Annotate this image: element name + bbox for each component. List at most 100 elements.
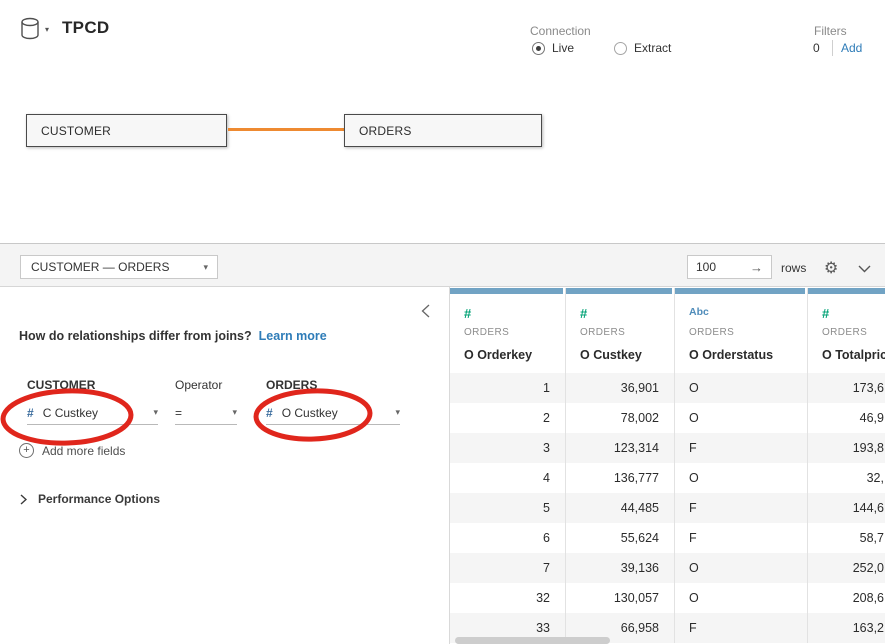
table-row: 32 130,057 O 208,6: [450, 583, 885, 613]
table-cell: 33: [450, 613, 566, 643]
column-header[interactable]: # ORDERS O Totalprice: [808, 288, 885, 373]
rows-label: rows: [781, 261, 807, 275]
performance-options-toggle[interactable]: Performance Options: [20, 492, 160, 506]
table-cell: F: [675, 493, 808, 523]
horizontal-scrollbar-thumb[interactable]: [455, 637, 610, 644]
column-source-table: ORDERS: [822, 327, 868, 338]
canvas-table-customer[interactable]: CUSTOMER: [26, 114, 227, 147]
left-table-column-label: CUSTOMER: [27, 378, 96, 392]
divider: [832, 40, 833, 56]
right-field-dropdown[interactable]: # O Custkey ▾: [266, 401, 400, 425]
column-header-bar: [450, 288, 563, 294]
table-cell: 32,: [866, 471, 884, 485]
table-cell: 136,777: [566, 463, 675, 493]
relationship-noodle[interactable]: [228, 128, 344, 131]
connection-live-radio[interactable]: Live: [532, 41, 574, 55]
table-cell: O: [675, 403, 808, 433]
table-cell: 44,485: [566, 493, 675, 523]
table-row: 6 55,624 F 58,7: [450, 523, 885, 553]
column-field-name: O Orderstatus: [689, 348, 774, 362]
operator-value: =: [175, 405, 183, 420]
table-cell: 252,0: [852, 561, 884, 575]
table-cell: 3: [450, 433, 566, 463]
table-cell: 4: [450, 463, 566, 493]
connection-live-label: Live: [552, 41, 575, 55]
table-cell: 2: [450, 403, 566, 433]
table-cell: 208,6: [852, 591, 884, 605]
table-cell: O: [675, 553, 808, 583]
number-type-icon: #: [822, 306, 830, 321]
table-cell: F: [675, 523, 808, 553]
table-cell: O: [675, 463, 808, 493]
column-header[interactable]: Abc ORDERS O Orderstatus: [675, 288, 808, 373]
left-field-name: C Custkey: [42, 405, 99, 420]
table-cell: 36,901: [566, 373, 675, 403]
table-cell: 5: [450, 493, 566, 523]
plus-circle-icon: +: [19, 443, 34, 458]
operator-column-label: Operator: [175, 378, 223, 392]
relationship-selector-dropdown[interactable]: CUSTOMER — ORDERS ▾: [20, 255, 218, 279]
table-cell: 46,9: [859, 411, 884, 425]
column-header[interactable]: # ORDERS O Custkey: [566, 288, 675, 373]
number-type-icon: #: [464, 306, 472, 321]
column-header-bar: [566, 288, 672, 294]
number-type-icon: #: [27, 405, 34, 420]
operator-dropdown[interactable]: = ▾: [175, 401, 237, 425]
caret-down-icon: ▾: [395, 407, 400, 417]
table-cell: F: [675, 613, 808, 643]
number-type-icon: #: [266, 405, 273, 420]
caret-down-icon: ▾: [203, 261, 208, 272]
rows-count-input[interactable]: [696, 260, 742, 274]
learn-more-link[interactable]: Learn more: [258, 329, 327, 343]
collapse-preview-button[interactable]: [858, 262, 871, 276]
table-cell: 193,8: [852, 441, 884, 455]
grid-body: 1 36,901 O 173,6 2 78,002 O 46,9 3 123,314 F 193,8 4…: [450, 373, 885, 643]
connection-section-label: Connection: [530, 24, 591, 38]
data-preview-grid: # ORDERS O Orderkey # ORDERS O Custkey Abc ORDE…: [450, 288, 885, 644]
chevron-left-icon: [421, 304, 430, 318]
caret-down-icon: ▾: [153, 407, 158, 417]
radio-unchecked-icon: [614, 41, 627, 55]
datasource-menu-button[interactable]: ▾: [20, 17, 49, 41]
arrow-right-icon[interactable]: →: [750, 259, 763, 275]
add-more-fields-label: Add more fields: [42, 443, 126, 458]
filters-add-link[interactable]: Add: [841, 41, 863, 55]
datasource-title[interactable]: TPCD: [62, 18, 110, 37]
column-field-name: O Totalprice: [822, 348, 885, 362]
gear-icon[interactable]: ⚙: [824, 260, 839, 277]
performance-options-label: Performance Options: [38, 492, 161, 506]
table-node-label: CUSTOMER: [41, 123, 112, 138]
column-source-table: ORDERS: [580, 327, 626, 338]
connection-extract-radio[interactable]: Extract: [614, 41, 671, 55]
table-cell: 144,6: [852, 501, 884, 515]
table-cell: O: [675, 583, 808, 613]
chevron-right-icon: [20, 493, 27, 505]
canvas-table-orders[interactable]: ORDERS: [344, 114, 542, 147]
table-cell: O: [675, 373, 808, 403]
column-source-table: ORDERS: [689, 327, 735, 338]
table-cell: 1: [450, 373, 566, 403]
column-header[interactable]: # ORDERS O Orderkey: [450, 288, 566, 373]
rows-count-box[interactable]: →: [687, 255, 772, 279]
table-row: 4 136,777 O 32,: [450, 463, 885, 493]
left-field-dropdown[interactable]: # C Custkey ▾: [27, 401, 158, 425]
table-row: 3 123,314 F 193,8: [450, 433, 885, 463]
relationship-editor-pane: How do relationships differ from joins? …: [0, 287, 450, 644]
relationship-selector-label: CUSTOMER — ORDERS: [31, 260, 170, 274]
string-type-icon: Abc: [689, 306, 709, 318]
column-header-bar: [675, 288, 805, 294]
table-cell: 7: [450, 553, 566, 583]
table-cell: 55,624: [566, 523, 675, 553]
table-cell: 6: [450, 523, 566, 553]
connection-extract-label: Extract: [634, 41, 672, 55]
caret-down-icon: ▾: [45, 25, 50, 34]
chevron-down-icon: [858, 265, 871, 273]
right-field-name: O Custkey: [281, 405, 338, 420]
add-more-fields-button[interactable]: + Add more fields: [19, 443, 125, 458]
table-cell: 123,314: [566, 433, 675, 463]
number-type-icon: #: [580, 306, 588, 321]
table-row: 5 44,485 F 144,6: [450, 493, 885, 523]
collapse-pane-button[interactable]: [421, 304, 430, 321]
column-source-table: ORDERS: [464, 327, 510, 338]
